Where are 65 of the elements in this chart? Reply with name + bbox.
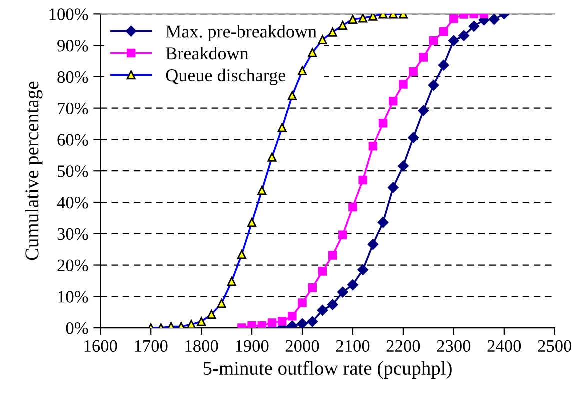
x-tick-label: 2100 [336, 340, 370, 352]
x-tick-label: 2400 [488, 340, 522, 352]
point [468, 20, 480, 32]
x-tick-label: 1900 [236, 340, 269, 352]
legend-label: Breakdown [166, 47, 249, 60]
point [318, 267, 328, 276]
point [439, 27, 448, 36]
point [268, 318, 277, 328]
point [308, 284, 317, 292]
point [378, 217, 389, 228]
y-tick-label: 10% [58, 291, 88, 303]
point [348, 202, 358, 212]
legend-label: Max. pre-breakdown [166, 25, 317, 42]
x-axis-title: 5-minute outflow rate (pcuphpl) [204, 361, 452, 379]
y-tick-label: 100% [50, 8, 88, 20]
x-tick-label: 1600 [84, 340, 118, 352]
point [317, 305, 328, 316]
y-tick-label: 30% [58, 228, 88, 240]
point [398, 160, 409, 172]
y-tick-label: 80% [58, 71, 88, 84]
x-tick-label: 2300 [437, 340, 471, 352]
y-tick-label: 70% [58, 102, 88, 115]
point [358, 264, 369, 276]
point [338, 230, 348, 240]
point [368, 142, 378, 151]
point [337, 286, 348, 298]
point [488, 14, 500, 25]
point [428, 80, 440, 91]
point [450, 14, 458, 24]
y-tick-label: 90% [58, 40, 88, 52]
point [368, 239, 379, 250]
point [378, 119, 388, 128]
point [408, 132, 420, 144]
point [419, 53, 428, 62]
point [288, 312, 297, 321]
point [327, 299, 338, 310]
y-tick-label: 0% [66, 322, 88, 334]
point [278, 317, 287, 326]
x-tick-label: 2500 [538, 340, 572, 352]
y-tick-label: 40% [57, 196, 88, 209]
point [388, 97, 398, 106]
point [399, 80, 408, 89]
point [438, 60, 450, 71]
point [418, 105, 430, 116]
y-tick-label: 60% [58, 134, 88, 146]
point [358, 176, 368, 185]
x-tick-label: 1800 [186, 340, 218, 352]
point [409, 68, 418, 76]
point [388, 182, 399, 194]
x-tick-label: 2000 [286, 340, 320, 352]
y-tick-label: 20% [58, 260, 88, 272]
x-tick-label: 2200 [386, 340, 420, 352]
y-axis-title: Cumulative percentage [25, 82, 43, 260]
point [429, 36, 438, 46]
point [248, 321, 256, 328]
point [448, 35, 460, 46]
point [298, 298, 307, 308]
x-tick-label: 1700 [135, 340, 168, 352]
point [328, 251, 338, 260]
point [348, 280, 358, 291]
point [297, 318, 308, 328]
legend-label: Queue discharge [166, 68, 286, 86]
y-tick-label: 50% [58, 166, 88, 178]
point [307, 316, 318, 328]
point [458, 30, 470, 42]
